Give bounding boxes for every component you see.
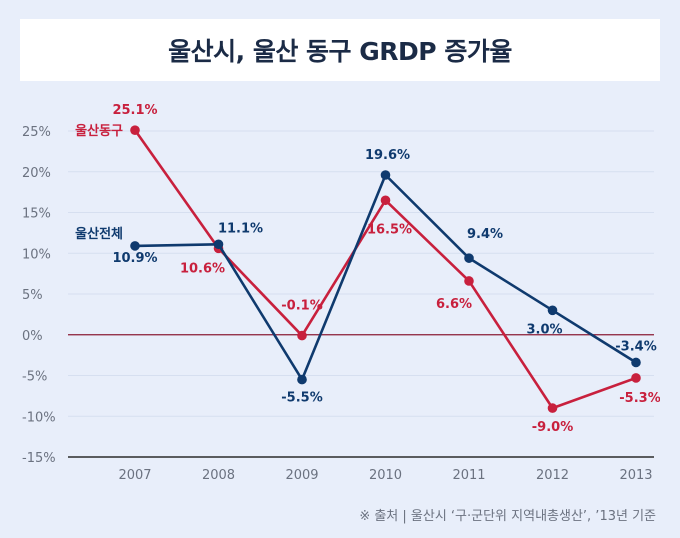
data-label: -5.3% (619, 391, 660, 406)
x-tick-label: 2012 (536, 468, 569, 483)
data-label: -3.4% (615, 339, 656, 354)
data-label: 16.5% (367, 222, 412, 237)
chart-title: 울산시, 울산 동구 GRDP 증가율 (168, 37, 512, 66)
series-name-label: 울산전체 (75, 226, 123, 242)
data-point (213, 239, 224, 250)
data-point (631, 373, 641, 383)
data-point (380, 195, 391, 206)
data-label: 19.6% (365, 148, 410, 163)
data-point (631, 357, 641, 368)
data-label: 10.6% (180, 261, 225, 276)
data-label: 9.4% (467, 227, 503, 242)
series-line-2 (134, 173, 637, 381)
y-tick-label: 0% (22, 329, 43, 344)
data-label: 10.9% (112, 251, 157, 266)
data-label: 25.1% (112, 103, 157, 118)
y-tick-label: 5% (22, 288, 43, 303)
data-point (380, 170, 391, 180)
x-tick-label: 2008 (202, 468, 235, 483)
x-tick-label: 2013 (619, 468, 652, 483)
x-tick-label: 2010 (369, 468, 402, 483)
title-box: 울산시, 울산 동구 GRDP 증가율 (20, 19, 660, 81)
data-label: 11.1% (218, 221, 263, 236)
y-tick-label: 15% (22, 207, 51, 222)
data-point (464, 253, 474, 263)
x-tick-label: 2009 (285, 468, 318, 483)
data-point (547, 305, 558, 316)
x-tick-label: 2007 (118, 468, 151, 483)
source-note: ※ 출처 | 울산시 ‘구·군단위 지역내총생산’, ’13년 기준 (359, 509, 656, 524)
y-tick-label: -10% (22, 410, 56, 425)
data-point (297, 374, 307, 385)
data-point (464, 276, 474, 286)
data-label: -0.1% (281, 299, 322, 314)
data-label: 3.0% (526, 322, 562, 337)
data-point (547, 403, 558, 413)
y-tick-label: 25% (22, 125, 51, 140)
data-point (130, 125, 140, 135)
x-tick-label: 2011 (452, 468, 485, 483)
data-label: 6.6% (436, 297, 472, 312)
data-point (297, 330, 307, 341)
y-tick-label: -5% (22, 370, 47, 385)
y-tick-label: 10% (22, 247, 51, 262)
y-tick-label: 20% (22, 166, 51, 181)
data-label: -9.0% (532, 420, 573, 435)
chart-area: 25% 20% 15% 10% 5% 0% -5% -10% -15% 2007 2008 2009 2… (20, 90, 661, 500)
series-name-label: 울산동구 (75, 123, 123, 139)
line-chart: 25% 20% 15% 10% 5% 0% -5% -10% -15% 2007 2008 2009 2… (22, 103, 661, 483)
data-point (130, 241, 140, 251)
data-label: -5.5% (281, 391, 322, 406)
y-tick-label: -15% (22, 451, 56, 466)
